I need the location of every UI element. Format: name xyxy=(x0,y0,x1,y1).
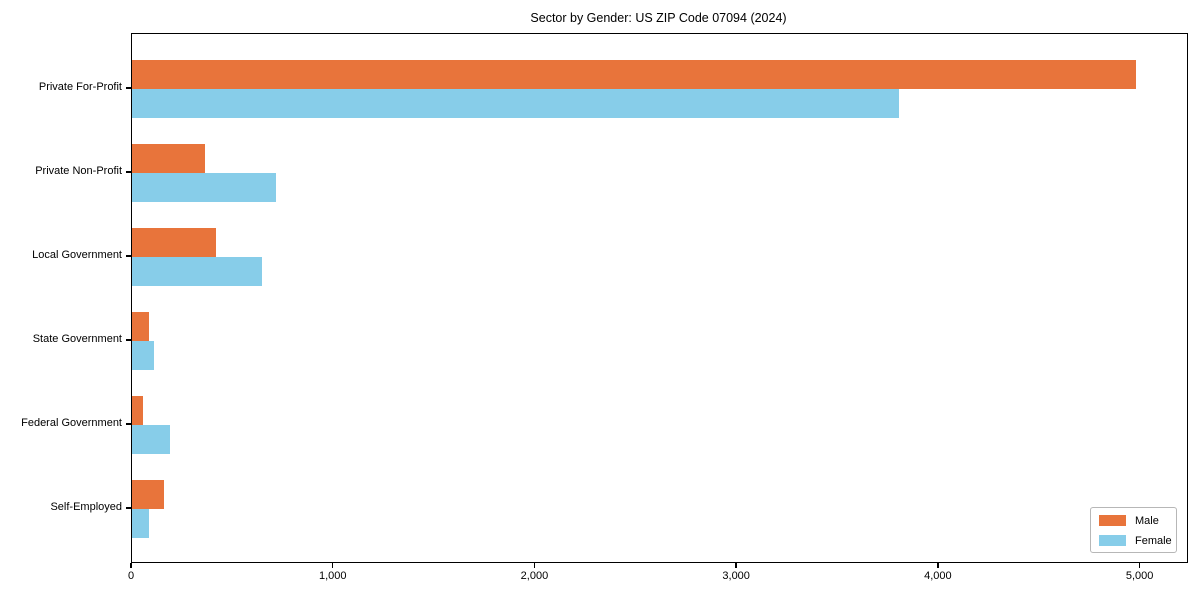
y-tick-mark xyxy=(126,339,131,341)
legend-row-male: Male xyxy=(1099,514,1168,527)
y-tick-mark xyxy=(126,87,131,89)
bar-male-state-government xyxy=(132,312,150,341)
legend-row-female: Female xyxy=(1099,534,1172,547)
y-axis-label-private-for-profit: Private For-Profit xyxy=(38,81,122,93)
bar-male-private-for-profit xyxy=(132,60,1136,89)
y-axis-label-federal-government: Federal Government xyxy=(21,417,122,429)
y-tick-mark xyxy=(126,255,131,257)
x-tick-label: 4,000 xyxy=(924,570,952,582)
bar-female-private-non-profit xyxy=(132,173,277,202)
bar-female-federal-government xyxy=(132,425,171,454)
bar-male-local-government xyxy=(132,228,216,257)
bar-female-local-government xyxy=(132,257,263,286)
y-axis-label-self-employed: Self-Employed xyxy=(50,501,122,513)
x-tick-label: 0 xyxy=(127,570,135,582)
bar-female-private-for-profit xyxy=(132,89,899,118)
x-tick-label: 3,000 xyxy=(722,570,750,582)
bar-male-self-employed xyxy=(132,480,165,509)
male-legend-swatch xyxy=(1099,515,1126,526)
x-tick-label: 5,000 xyxy=(1125,570,1154,582)
chart-title: Sector by Gender: US ZIP Code 07094 (202… xyxy=(530,11,787,25)
legend: Male Female xyxy=(1090,507,1177,553)
female-legend-label: Female xyxy=(1135,534,1172,547)
y-tick-mark xyxy=(126,171,131,173)
x-tick-label: 1,000 xyxy=(318,570,347,582)
bar-male-private-non-profit xyxy=(132,144,205,173)
bars-layer xyxy=(132,34,1187,562)
bar-male-federal-government xyxy=(132,396,144,425)
y-axis-label-local-government: Local Government xyxy=(32,249,122,261)
y-tick-mark xyxy=(126,507,131,509)
y-axis-label-private-non-profit: Private Non-Profit xyxy=(35,165,122,177)
x-tick-mark xyxy=(533,562,536,568)
bar-female-state-government xyxy=(132,341,155,370)
y-tick-mark xyxy=(126,423,131,425)
x-tick-mark xyxy=(937,562,939,568)
x-tick-mark xyxy=(331,562,334,568)
x-tick-mark xyxy=(735,562,737,568)
x-tick-label: 2,000 xyxy=(520,570,549,582)
x-tick-mark xyxy=(130,562,132,568)
plot-area xyxy=(131,33,1188,563)
male-legend-label: Male xyxy=(1135,514,1159,527)
bar-female-self-employed xyxy=(132,509,150,538)
x-tick-mark xyxy=(1138,562,1141,568)
female-legend-swatch xyxy=(1099,535,1126,546)
y-axis-label-state-government: State Government xyxy=(32,333,122,345)
